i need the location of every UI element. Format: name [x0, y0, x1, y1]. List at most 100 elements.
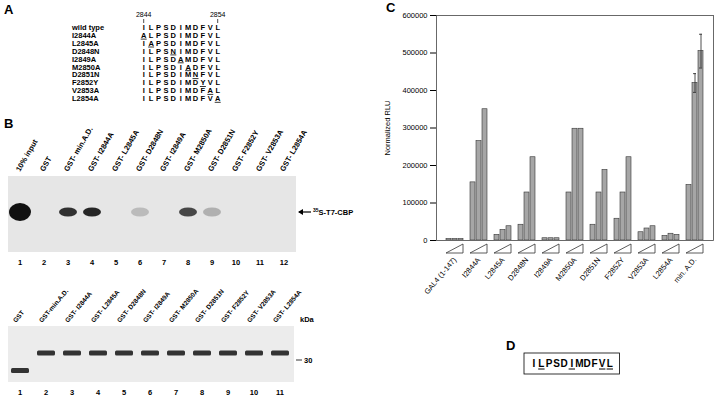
svg-text:GST- F2852Y: GST- F2852Y [229, 128, 261, 173]
svg-text:GST- L2845A: GST- L2845A [89, 288, 121, 324]
svg-text:10: 10 [232, 258, 240, 267]
svg-text:6: 6 [138, 258, 142, 267]
svg-text:2844: 2844 [136, 11, 152, 18]
svg-text:min. A.D.: min. A.D. [672, 256, 698, 285]
svg-text:kDa: kDa [300, 315, 315, 324]
svg-text:D: D [171, 94, 177, 103]
svg-text:S: S [163, 94, 168, 103]
svg-text:F: F [201, 94, 206, 103]
svg-text:GST- D2848N: GST- D2848N [133, 127, 166, 173]
svg-text:500000: 500000 [402, 48, 427, 57]
svg-text:P: P [546, 358, 553, 369]
svg-text:100000: 100000 [402, 198, 427, 207]
svg-text:9: 9 [210, 258, 214, 267]
svg-text:11: 11 [256, 258, 264, 267]
svg-text:P: P [156, 94, 161, 103]
svg-text:1: 1 [18, 258, 22, 267]
svg-text:7: 7 [174, 388, 178, 397]
svg-text:GST- V2853A: GST- V2853A [245, 288, 277, 324]
svg-text:V: V [599, 358, 606, 369]
svg-text:F2852Y: F2852Y [603, 256, 627, 282]
svg-text:GST-min.A.D.: GST-min.A.D. [37, 287, 70, 324]
svg-text:GST: GST [11, 309, 25, 324]
svg-text:GST- I2849A: GST- I2849A [141, 290, 172, 324]
svg-text:400000: 400000 [402, 86, 427, 95]
svg-text:200000: 200000 [402, 161, 427, 170]
svg-text:L2854A: L2854A [72, 94, 99, 103]
svg-text:A: A [215, 94, 221, 103]
svg-text:2: 2 [42, 258, 46, 267]
svg-text:I: I [532, 358, 535, 369]
svg-text:GST- D2851N: GST- D2851N [193, 287, 225, 324]
svg-text:L: L [607, 358, 613, 369]
svg-text:F: F [592, 358, 598, 369]
svg-text:600000: 600000 [402, 11, 427, 20]
svg-text:I2844A: I2844A [460, 256, 482, 280]
svg-text:GST- M2850A: GST- M2850A [167, 287, 200, 324]
svg-text:GST- I2844A: GST- I2844A [85, 130, 116, 173]
svg-text:300000: 300000 [402, 123, 427, 132]
svg-text:4: 4 [96, 388, 101, 397]
svg-text:30: 30 [304, 356, 312, 365]
svg-text:I: I [570, 358, 573, 369]
svg-text:1: 1 [18, 388, 22, 397]
svg-text:2: 2 [44, 388, 48, 397]
svg-text:GST- V2853A: GST- V2853A [253, 128, 286, 173]
svg-text:2854: 2854 [210, 11, 226, 18]
svg-text:5: 5 [122, 388, 126, 397]
svg-text:5: 5 [114, 258, 118, 267]
svg-text:M: M [185, 94, 191, 103]
svg-text:B: B [4, 116, 13, 131]
svg-text:D2851N: D2851N [578, 256, 603, 283]
svg-text:GST- L2845A: GST- L2845A [109, 128, 141, 173]
svg-text:6: 6 [148, 388, 152, 397]
svg-text:GST- D2848N: GST- D2848N [115, 287, 147, 324]
svg-text:GST: GST [38, 155, 54, 173]
svg-text:10% input: 10% input [14, 137, 40, 173]
svg-text:9: 9 [226, 388, 230, 397]
svg-text:35S-T7-CBP: 35S-T7-CBP [313, 207, 353, 217]
svg-text:S: S [553, 358, 560, 369]
svg-text:GST- D2851N: GST- D2851N [205, 127, 238, 173]
svg-text:Normalized RLU: Normalized RLU [383, 100, 392, 155]
svg-text:I2849A: I2849A [532, 256, 554, 280]
svg-text:4: 4 [90, 258, 95, 267]
svg-text:GST- I2844A: GST- I2844A [63, 290, 94, 324]
svg-text:M2850A: M2850A [554, 256, 579, 283]
svg-text:L: L [538, 358, 544, 369]
svg-text:V: V [208, 94, 213, 103]
svg-text:11: 11 [276, 388, 284, 397]
svg-text:L: L [149, 94, 154, 103]
svg-text:8: 8 [200, 388, 204, 397]
svg-text:8: 8 [186, 258, 190, 267]
svg-text:L2845A: L2845A [72, 38, 99, 48]
svg-text:7: 7 [162, 258, 166, 267]
svg-text:0: 0 [423, 236, 427, 245]
svg-text:GST- L2854A: GST- L2854A [271, 288, 302, 323]
svg-text:GST- L2854A: GST- L2854A [278, 128, 309, 173]
svg-text:D2848N: D2848N [506, 256, 531, 283]
svg-text:D: D [561, 358, 568, 369]
svg-text:C: C [386, 0, 396, 15]
svg-text:L2854A: L2854A [651, 256, 675, 282]
svg-text:12: 12 [280, 258, 288, 267]
svg-text:GST- M2850A: GST- M2850A [181, 127, 214, 173]
svg-text:L2845A: L2845A [483, 256, 507, 282]
svg-text:A: A [4, 2, 14, 17]
svg-text:I: I [143, 94, 145, 103]
html-text:A L P S D I M D F V L: A L P S D I M D F V L [141, 30, 220, 40]
svg-text:GST- I2849A: GST- I2849A [157, 130, 188, 173]
svg-text:M: M [575, 358, 583, 369]
svg-text:GST- min.A.D.: GST- min.A.D. [61, 125, 95, 173]
svg-text:GAL4 (1-147): GAL4 (1-147) [422, 255, 458, 296]
svg-text:D: D [193, 94, 199, 103]
svg-text:3: 3 [66, 258, 70, 267]
svg-text:I: I [180, 94, 182, 103]
svg-text:V2853A: V2853A [626, 256, 650, 282]
svg-text:I2844A: I2844A [72, 30, 97, 40]
svg-text:D: D [583, 358, 590, 369]
svg-text:3: 3 [70, 388, 74, 397]
svg-text:GST- F2852Y: GST- F2852Y [219, 288, 251, 324]
svg-text:D: D [506, 338, 515, 353]
svg-text:10: 10 [250, 388, 258, 397]
